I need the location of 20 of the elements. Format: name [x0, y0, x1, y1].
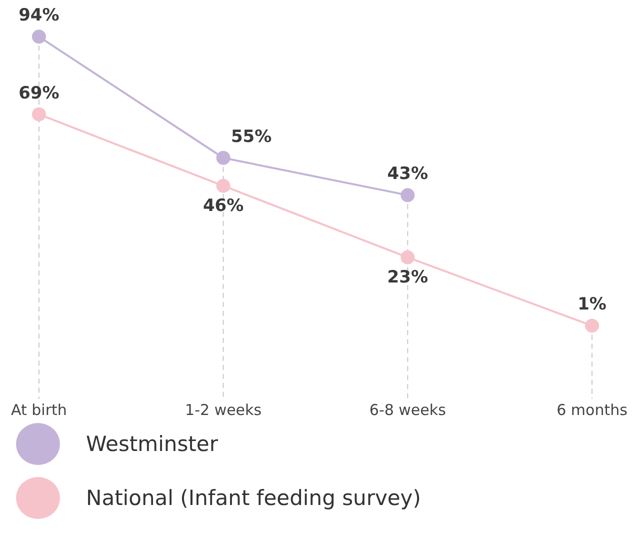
data-label: 1%: [578, 294, 606, 315]
data-label: 46%: [202, 196, 244, 216]
legend-label: Westminster: [86, 432, 218, 456]
point: [32, 30, 46, 44]
point: [400, 250, 415, 264]
legend-label: National (Infant feeding survey): [86, 486, 421, 510]
point: [585, 318, 599, 333]
data-label: 69%: [18, 83, 60, 104]
point: [216, 178, 230, 193]
x-tick-label: 1-2 weeks: [185, 400, 262, 419]
x-tick-label: 6 months: [556, 400, 628, 419]
point: [32, 107, 46, 122]
point: [400, 188, 415, 202]
data-label: 43%: [387, 164, 428, 184]
x-tick-label: 6-8 weeks: [369, 400, 446, 419]
point: [216, 150, 230, 165]
data-label: 94%: [18, 6, 60, 26]
data-label: 23%: [387, 267, 428, 288]
x-tick-label: At birth: [10, 400, 67, 419]
data-label: 55%: [230, 126, 272, 147]
